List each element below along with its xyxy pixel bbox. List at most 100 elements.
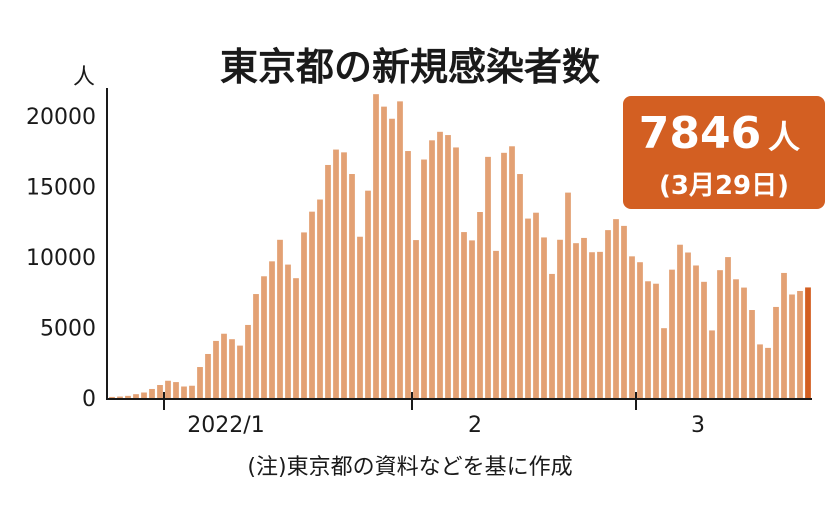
bar — [109, 396, 115, 398]
bar — [437, 131, 443, 398]
bar — [733, 279, 739, 398]
bar — [765, 347, 771, 398]
latest-value-callout: 7846 人 (3月29日) — [623, 96, 825, 209]
bar — [237, 345, 243, 398]
bar — [581, 237, 587, 398]
bar — [509, 146, 515, 398]
bar — [645, 281, 651, 398]
bar — [189, 385, 195, 398]
bar — [133, 394, 139, 398]
bar — [205, 353, 211, 398]
bar — [397, 101, 403, 399]
bar — [621, 225, 627, 398]
bar — [757, 344, 763, 398]
source-note: (注)東京都の資料などを基に作成 — [247, 455, 572, 480]
bar — [693, 265, 699, 398]
x-tick-label: 2022/1 — [187, 413, 264, 438]
bar — [605, 230, 611, 398]
bar — [405, 151, 411, 398]
callout-value: 7846 — [639, 108, 761, 159]
bars-group — [109, 94, 811, 399]
bar — [309, 211, 315, 398]
bar — [429, 140, 435, 398]
bar — [709, 330, 715, 398]
bar — [789, 294, 795, 398]
bar — [677, 244, 683, 398]
y-tick-label: 15000 — [26, 176, 96, 201]
bar — [229, 339, 235, 398]
y-tick-label: 20000 — [26, 105, 96, 130]
bar — [213, 340, 219, 398]
bar — [285, 264, 291, 398]
bar — [117, 396, 123, 398]
bar — [221, 333, 227, 398]
bar — [741, 287, 747, 398]
bar — [197, 367, 203, 398]
bar — [653, 283, 659, 398]
bar — [301, 232, 307, 398]
bar — [325, 164, 331, 398]
bar — [277, 239, 283, 398]
callout-unit: 人 — [768, 118, 800, 156]
bar — [493, 250, 499, 398]
x-tick-label: 3 — [691, 413, 705, 438]
x-tick-label: 2 — [468, 413, 482, 438]
bar — [181, 386, 187, 398]
callout-date: (3月29日) — [659, 171, 789, 201]
bar — [533, 212, 539, 398]
bar — [253, 294, 259, 398]
bar — [773, 306, 779, 398]
bar — [317, 199, 323, 398]
bar — [525, 218, 531, 398]
y-axis: 0 5000 10000 15000 20000 — [26, 105, 96, 412]
bar — [485, 156, 491, 398]
bar — [261, 276, 267, 398]
bar — [613, 219, 619, 398]
bar — [661, 328, 667, 398]
bar — [717, 270, 723, 398]
bar — [749, 310, 755, 398]
bar — [685, 252, 691, 398]
bar — [365, 190, 371, 398]
bar — [293, 278, 299, 398]
bar — [461, 232, 467, 398]
bar — [333, 149, 339, 398]
bar — [357, 236, 363, 398]
bar — [725, 257, 731, 398]
bar — [373, 94, 379, 399]
bar — [149, 388, 155, 398]
bar — [541, 237, 547, 398]
bar — [445, 135, 451, 398]
bar — [381, 106, 387, 398]
x-axis: 2022/1 2 3 — [163, 392, 705, 438]
bar — [501, 152, 507, 398]
bar — [565, 192, 571, 398]
bar — [421, 159, 427, 398]
bar — [173, 382, 179, 398]
bar — [245, 324, 251, 398]
bar — [453, 147, 459, 398]
bar — [669, 269, 675, 398]
bar — [797, 290, 803, 398]
bar — [157, 385, 163, 398]
bar — [125, 395, 131, 398]
bar — [389, 118, 395, 398]
bar — [413, 240, 419, 398]
bar — [517, 174, 523, 398]
bar — [557, 239, 563, 398]
bar — [781, 272, 787, 398]
bar — [477, 212, 483, 398]
bar — [629, 256, 635, 398]
chart-title: 東京都の新規感染者数 — [220, 45, 600, 89]
bar — [597, 251, 603, 398]
bar — [573, 243, 579, 398]
callout-box — [623, 96, 825, 209]
y-axis-unit-label: 人 — [73, 65, 95, 90]
bar — [341, 152, 347, 398]
bar — [549, 273, 555, 398]
bar — [637, 262, 643, 398]
bar — [269, 261, 275, 398]
bar-latest — [805, 287, 811, 398]
bar — [165, 380, 171, 398]
